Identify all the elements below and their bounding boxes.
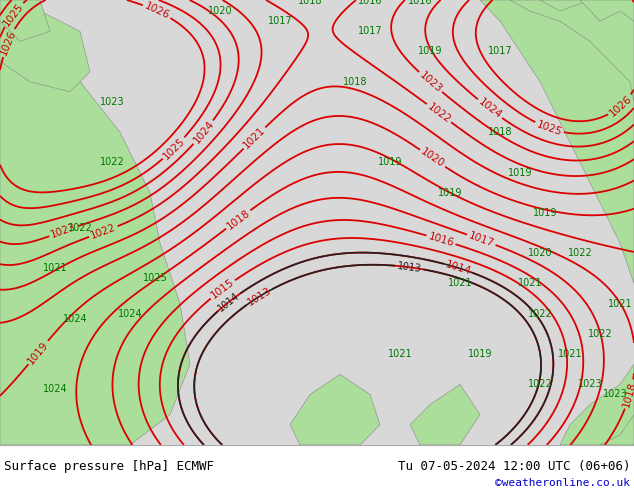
Text: 1020: 1020 xyxy=(527,248,552,258)
Text: 1020: 1020 xyxy=(419,147,446,170)
Text: 1019: 1019 xyxy=(437,188,462,197)
Text: 1017: 1017 xyxy=(268,16,292,26)
Polygon shape xyxy=(540,0,590,11)
Text: 1022: 1022 xyxy=(527,379,552,390)
Text: 1017: 1017 xyxy=(358,26,382,36)
Text: 1017: 1017 xyxy=(488,47,512,56)
Text: 1024: 1024 xyxy=(191,119,216,146)
Text: 1024: 1024 xyxy=(42,385,67,394)
Text: 1020: 1020 xyxy=(208,6,232,16)
Text: 1021: 1021 xyxy=(558,349,582,359)
Text: 1022: 1022 xyxy=(588,329,612,339)
Polygon shape xyxy=(0,0,190,445)
Text: 1018: 1018 xyxy=(343,77,367,87)
Text: 1014: 1014 xyxy=(444,259,472,276)
Text: 1023: 1023 xyxy=(578,379,602,390)
Text: 1021: 1021 xyxy=(387,349,412,359)
Text: 1019: 1019 xyxy=(468,349,492,359)
Text: 1023: 1023 xyxy=(417,70,444,95)
Text: 1021: 1021 xyxy=(42,263,67,273)
Text: 1018: 1018 xyxy=(224,207,252,231)
Text: Surface pressure [hPa] ECMWF: Surface pressure [hPa] ECMWF xyxy=(4,460,214,473)
Text: 1025: 1025 xyxy=(161,136,187,161)
Polygon shape xyxy=(480,0,634,284)
Text: 1018: 1018 xyxy=(488,127,512,137)
Text: 1019: 1019 xyxy=(508,168,533,177)
Text: 1021: 1021 xyxy=(607,299,632,309)
Text: 1023: 1023 xyxy=(100,97,124,107)
Text: 1022: 1022 xyxy=(100,157,124,168)
Polygon shape xyxy=(0,0,90,92)
Text: 1021: 1021 xyxy=(518,278,542,289)
Text: 1022: 1022 xyxy=(425,101,453,125)
Text: 1019: 1019 xyxy=(26,339,51,366)
Text: 1023: 1023 xyxy=(603,390,627,399)
Polygon shape xyxy=(560,364,634,445)
Polygon shape xyxy=(410,384,480,445)
Text: 1021: 1021 xyxy=(448,278,472,289)
Text: 1022: 1022 xyxy=(567,248,592,258)
Text: 1019: 1019 xyxy=(533,208,557,218)
Polygon shape xyxy=(600,415,634,445)
Polygon shape xyxy=(290,374,380,445)
Text: 1015: 1015 xyxy=(209,277,236,301)
Polygon shape xyxy=(510,0,634,102)
Text: ©weatheronline.co.uk: ©weatheronline.co.uk xyxy=(495,478,630,488)
Text: 1024: 1024 xyxy=(118,309,142,319)
Text: 1025: 1025 xyxy=(535,119,563,137)
Text: 1018: 1018 xyxy=(621,380,634,408)
Text: 1025: 1025 xyxy=(143,273,167,283)
Text: 1022: 1022 xyxy=(89,222,117,241)
Text: 1023: 1023 xyxy=(49,222,78,240)
Text: 1013: 1013 xyxy=(396,261,422,274)
Text: 1024: 1024 xyxy=(476,97,503,121)
Text: 1022: 1022 xyxy=(527,309,552,319)
Text: 1026: 1026 xyxy=(607,93,634,118)
Text: 1017: 1017 xyxy=(467,230,495,249)
Polygon shape xyxy=(0,0,50,41)
Polygon shape xyxy=(580,0,634,21)
Text: 1024: 1024 xyxy=(63,314,87,324)
Text: 1016: 1016 xyxy=(358,0,382,6)
Text: 1019: 1019 xyxy=(418,47,443,56)
Text: 1016: 1016 xyxy=(408,0,432,6)
Text: 1019: 1019 xyxy=(378,157,402,168)
Text: 1016: 1016 xyxy=(427,231,455,248)
Text: 1013: 1013 xyxy=(245,286,273,308)
Text: 1026: 1026 xyxy=(0,28,18,57)
Text: 1018: 1018 xyxy=(298,0,322,6)
Text: 1022: 1022 xyxy=(68,223,93,233)
Text: 1026: 1026 xyxy=(143,1,171,21)
Text: 1025: 1025 xyxy=(1,0,25,28)
Text: 1014: 1014 xyxy=(216,291,242,313)
Text: 1021: 1021 xyxy=(242,125,268,151)
Text: Tu 07-05-2024 12:00 UTC (06+06): Tu 07-05-2024 12:00 UTC (06+06) xyxy=(398,460,630,473)
